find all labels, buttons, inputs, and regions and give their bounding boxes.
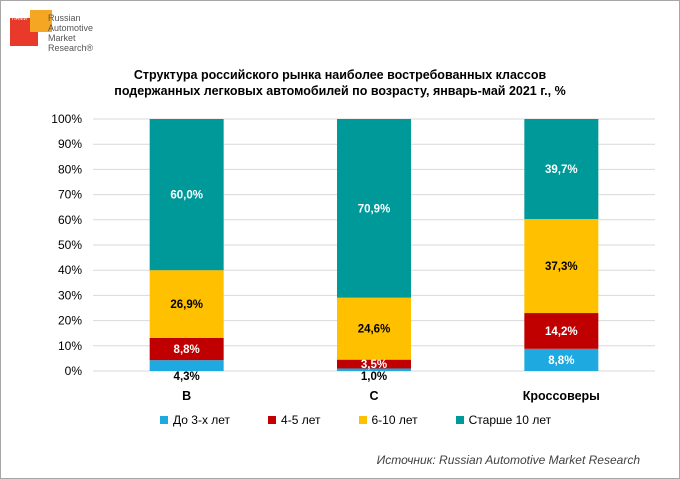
data-label: 8,8% bbox=[174, 344, 200, 356]
data-label: 24,6% bbox=[358, 324, 391, 336]
data-label: 8,8% bbox=[548, 355, 574, 367]
bar-segment bbox=[337, 368, 411, 371]
logo-line: Research® bbox=[48, 43, 94, 53]
legend-item: 4-5 лет bbox=[268, 413, 321, 427]
bar-segment bbox=[337, 297, 411, 360]
legend-swatch bbox=[160, 416, 168, 424]
chart-title-line2: подержанных легковых автомобилей по возр… bbox=[114, 83, 566, 98]
legend-swatch bbox=[358, 416, 367, 424]
bar-segment bbox=[149, 360, 224, 371]
logo-line: Automotive bbox=[48, 23, 94, 33]
legend-label: 6-10 лет bbox=[371, 413, 418, 427]
bar-segment bbox=[524, 313, 599, 349]
data-label: 4,3% bbox=[174, 371, 200, 383]
y-tick-label: 80% bbox=[58, 162, 82, 176]
data-label: 39,7% bbox=[545, 164, 578, 176]
logo-line: Market bbox=[48, 33, 76, 43]
chart-title: Структура российского рынка наиболее вос… bbox=[0, 68, 680, 99]
source-note: Источник: Russian Automotive Market Rese… bbox=[376, 453, 640, 467]
chart-title-line1: Структура российского рынка наиболее вос… bbox=[133, 68, 547, 82]
legend-item: 6-10 лет bbox=[358, 413, 418, 427]
y-tick-label: 10% bbox=[58, 339, 82, 353]
data-label: 3,5% bbox=[361, 359, 387, 371]
logo-orange-square bbox=[30, 10, 52, 32]
y-tick-label: 100% bbox=[51, 112, 82, 126]
y-tick-label: 0% bbox=[65, 364, 83, 378]
bar-segment bbox=[149, 119, 224, 271]
logo-text: Russian Automotive Market Research® bbox=[48, 13, 93, 53]
category-label: Кроссоверы bbox=[523, 389, 600, 403]
legend-swatch bbox=[455, 416, 464, 424]
logo: НАМИ Russian Automotive Market Research® bbox=[10, 10, 100, 65]
logo-small-text: НАМИ bbox=[12, 16, 28, 22]
y-tick-label: 30% bbox=[58, 288, 82, 302]
data-label: 1,0% bbox=[361, 371, 387, 383]
y-tick-label: 70% bbox=[58, 188, 82, 202]
bar-segment bbox=[149, 337, 224, 361]
legend-label: Старше 10 лет bbox=[468, 413, 552, 427]
data-label: 60,0% bbox=[170, 190, 203, 202]
y-tick-label: 50% bbox=[58, 238, 82, 252]
legend-swatch bbox=[268, 416, 277, 424]
legend-item: До 3-х лет bbox=[160, 413, 230, 427]
y-tick-label: 60% bbox=[58, 213, 82, 227]
y-tick-label: 90% bbox=[58, 137, 82, 151]
bar-segment bbox=[149, 270, 224, 338]
legend-item: Старше 10 лет bbox=[455, 413, 552, 427]
legend-label: До 3-х лет bbox=[173, 413, 231, 427]
y-tick-label: 20% bbox=[58, 314, 82, 328]
category-label: C bbox=[369, 389, 378, 403]
logo-line: Russian bbox=[48, 13, 81, 23]
category-label: B bbox=[182, 389, 191, 403]
data-label: 26,9% bbox=[170, 299, 203, 311]
legend: До 3-х лет 4-5 лет 6-10 лет Старше 10 ле… bbox=[160, 413, 551, 427]
bar-segment bbox=[524, 219, 599, 314]
data-label: 37,3% bbox=[545, 261, 578, 273]
y-tick-label: 40% bbox=[58, 263, 82, 277]
bar-segment bbox=[337, 119, 411, 298]
bar-segment bbox=[524, 348, 599, 371]
bar-segment bbox=[337, 359, 411, 369]
data-label: 70,9% bbox=[358, 203, 391, 215]
data-label: 14,2% bbox=[545, 326, 578, 338]
bar-segment bbox=[524, 119, 599, 220]
legend-label: 4-5 лет bbox=[281, 413, 321, 427]
